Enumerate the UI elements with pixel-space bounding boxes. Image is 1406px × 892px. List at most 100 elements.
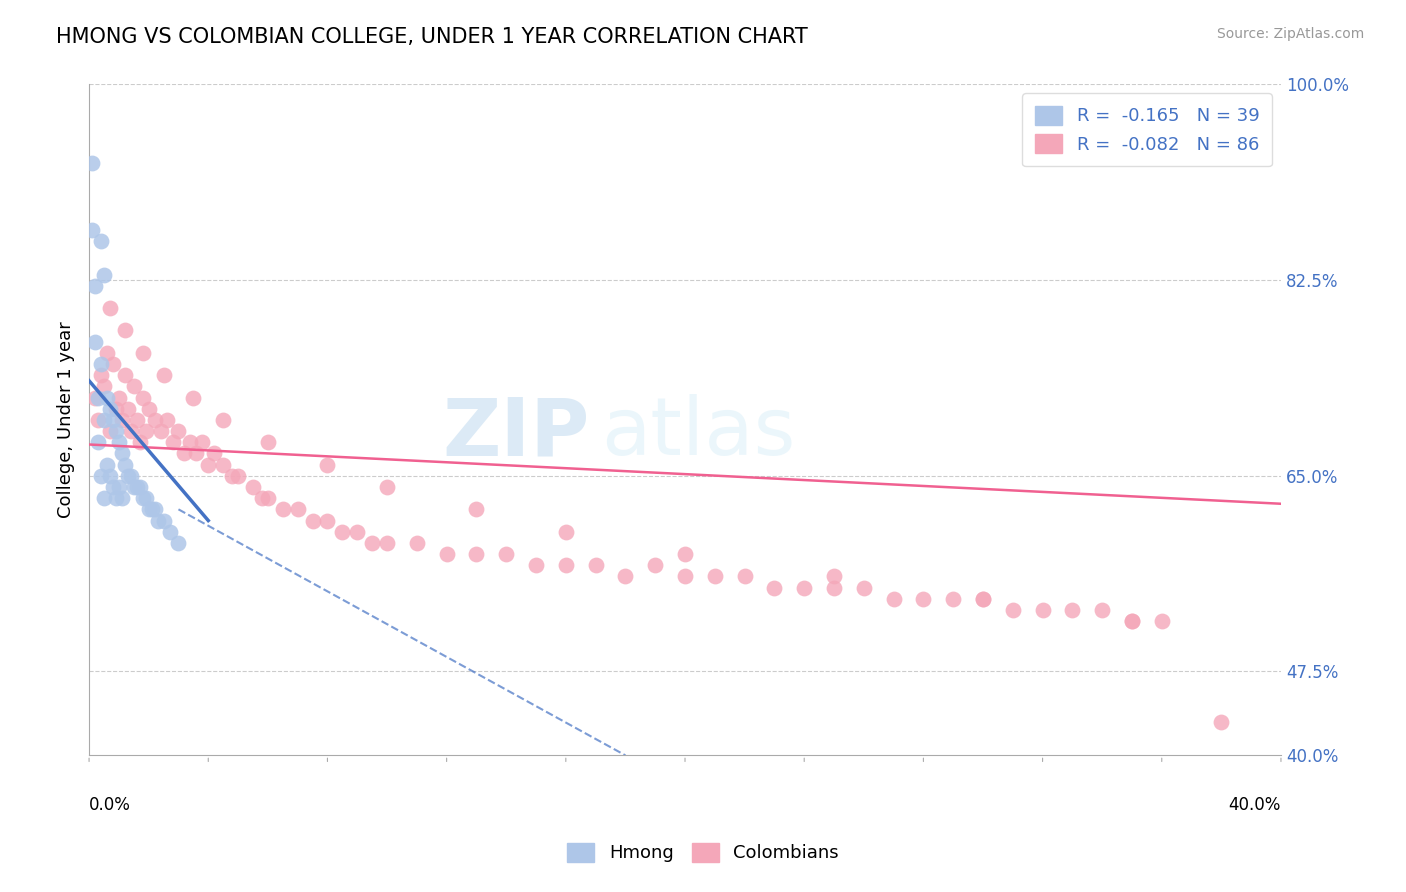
Point [152, 514, 174, 528]
Point [87, 413, 110, 427]
Point [162, 435, 184, 450]
Point [316, 458, 339, 472]
Point [101, 413, 124, 427]
Point [734, 569, 756, 583]
Point [135, 491, 157, 505]
Point [93, 268, 115, 282]
Point [183, 391, 205, 405]
Point [361, 536, 384, 550]
Point [98, 301, 121, 315]
Point [883, 591, 905, 606]
Point [108, 480, 131, 494]
Point [84, 391, 107, 405]
Point [257, 491, 280, 505]
Point [1091, 603, 1114, 617]
Point [138, 401, 160, 416]
Point [226, 468, 249, 483]
Point [287, 502, 309, 516]
Point [84, 334, 107, 349]
Point [823, 569, 845, 583]
Point [96, 346, 118, 360]
Point [495, 547, 517, 561]
Point [104, 401, 127, 416]
Point [122, 379, 145, 393]
Text: Source: ZipAtlas.com: Source: ZipAtlas.com [1216, 27, 1364, 41]
Text: atlas: atlas [602, 394, 796, 472]
Point [108, 435, 131, 450]
Point [128, 480, 150, 494]
Point [80, 155, 103, 169]
Point [131, 346, 153, 360]
Point [104, 491, 127, 505]
Legend: Hmong, Colombians: Hmong, Colombians [560, 836, 846, 870]
Point [1001, 603, 1024, 617]
Point [673, 547, 696, 561]
Point [554, 558, 576, 573]
Point [221, 468, 243, 483]
Point [465, 502, 488, 516]
Point [1150, 614, 1173, 628]
Point [117, 468, 139, 483]
Point [111, 446, 134, 460]
Point [942, 591, 965, 606]
Point [173, 446, 195, 460]
Point [972, 591, 994, 606]
Point [202, 446, 225, 460]
Point [167, 424, 190, 438]
Point [101, 480, 124, 494]
Point [375, 536, 398, 550]
Point [301, 514, 323, 528]
Point [98, 401, 121, 416]
Point [125, 480, 148, 494]
Text: HMONG VS COLOMBIAN COLLEGE, UNDER 1 YEAR CORRELATION CHART: HMONG VS COLOMBIAN COLLEGE, UNDER 1 YEAR… [56, 27, 808, 46]
Point [197, 458, 219, 472]
Point [585, 558, 607, 573]
Point [823, 581, 845, 595]
Point [972, 591, 994, 606]
Point [114, 458, 136, 472]
Point [673, 569, 696, 583]
Point [141, 502, 163, 516]
Point [135, 424, 157, 438]
Point [191, 435, 214, 450]
Point [703, 569, 725, 583]
Point [101, 357, 124, 371]
Point [330, 524, 353, 539]
Point [125, 413, 148, 427]
Point [316, 514, 339, 528]
Point [149, 424, 172, 438]
Point [763, 581, 786, 595]
Legend: R =  -0.165   N = 39, R =  -0.082   N = 86: R = -0.165 N = 39, R = -0.082 N = 86 [1022, 94, 1272, 167]
Point [1121, 614, 1143, 628]
Text: 0.0%: 0.0% [89, 796, 131, 814]
Point [852, 581, 875, 595]
Point [131, 391, 153, 405]
Point [375, 480, 398, 494]
Point [80, 223, 103, 237]
Point [122, 480, 145, 494]
Point [96, 458, 118, 472]
Point [186, 446, 208, 460]
Point [1121, 614, 1143, 628]
Point [250, 491, 273, 505]
Point [111, 413, 134, 427]
Point [104, 424, 127, 438]
Point [114, 368, 136, 383]
Point [179, 435, 201, 450]
Text: 40.0%: 40.0% [1229, 796, 1281, 814]
Point [146, 514, 169, 528]
Point [152, 368, 174, 383]
Point [98, 468, 121, 483]
Point [90, 368, 112, 383]
Point [90, 468, 112, 483]
Point [93, 413, 115, 427]
Point [554, 524, 576, 539]
Point [131, 491, 153, 505]
Point [90, 234, 112, 248]
Point [96, 391, 118, 405]
Point [644, 558, 666, 573]
Text: ZIP: ZIP [443, 394, 589, 472]
Point [155, 413, 177, 427]
Point [614, 569, 637, 583]
Point [159, 524, 181, 539]
